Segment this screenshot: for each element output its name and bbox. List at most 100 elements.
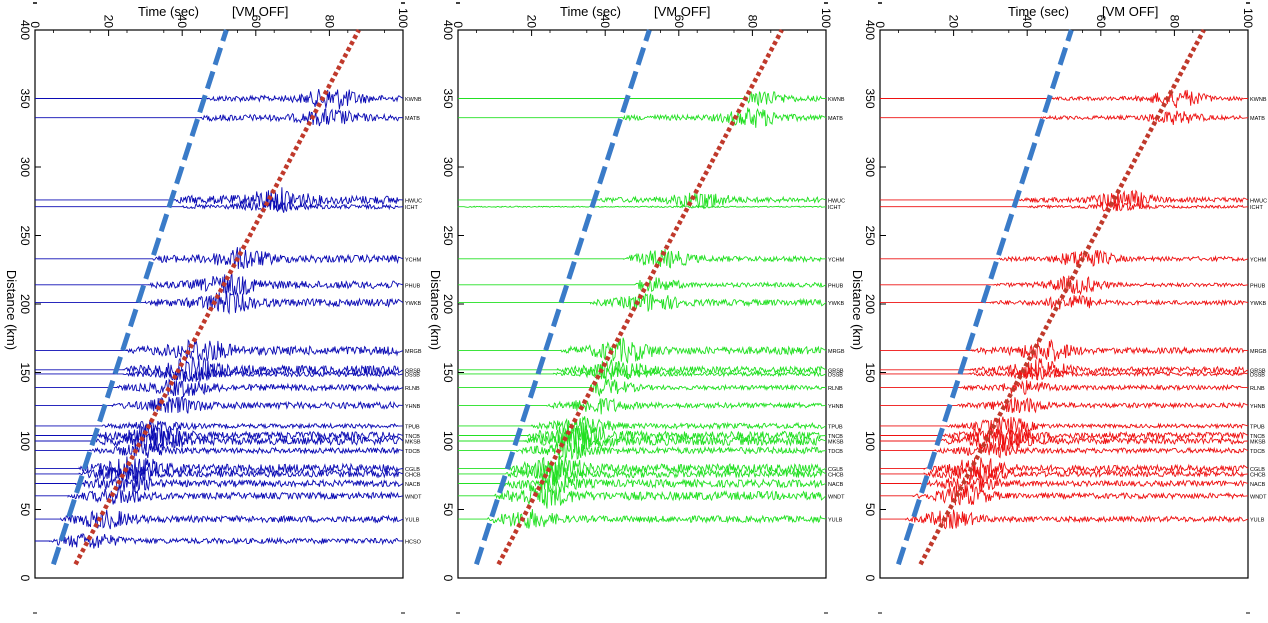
x-tick-label: 100 xyxy=(819,8,833,28)
station-label: PHUB xyxy=(828,283,844,289)
station-label: DSSB xyxy=(405,372,420,378)
seismogram-trace xyxy=(457,204,827,209)
panel-middle: Time (sec) [VM OFF] Distance (km) 0 20 40 6… xyxy=(428,2,845,614)
y-tick-label: 250 xyxy=(863,225,877,245)
vm-status-label: [VM OFF] xyxy=(1102,4,1158,19)
seismogram-trace xyxy=(458,107,827,128)
seismogram-trace xyxy=(880,509,1249,530)
x-tick-label: 80 xyxy=(322,15,336,29)
seismogram-trace xyxy=(458,471,827,496)
seismogram-trace xyxy=(458,277,827,293)
station-label: TPUB xyxy=(828,424,843,430)
station-label: YCHM xyxy=(405,257,422,263)
station-label: KWNB xyxy=(1250,97,1267,103)
seismogram-trace xyxy=(35,532,404,549)
seismogram-trace xyxy=(35,378,404,398)
station-label: YULB xyxy=(405,518,420,524)
first-arrival-dashed-line xyxy=(474,29,652,566)
seismogram-trace xyxy=(458,427,827,455)
x-tick-label: 40 xyxy=(175,15,189,29)
seismogram-trace xyxy=(35,89,404,110)
station-label: CHCB xyxy=(1250,472,1266,478)
y-tick-label: 250 xyxy=(441,225,455,245)
y-tick-label: 0 xyxy=(441,575,455,582)
station-label: CHCB xyxy=(828,472,844,478)
seismogram-trace xyxy=(880,465,1249,485)
station-label: TNCB xyxy=(1250,434,1265,440)
station-label: PHUB xyxy=(405,283,421,289)
station-label: WNDT xyxy=(1250,494,1267,500)
station-label: YCHM xyxy=(828,257,845,263)
seismogram-trace xyxy=(458,337,827,364)
seismogram-trace xyxy=(880,485,1249,506)
vm-status-label: [VM OFF] xyxy=(232,4,288,19)
station-label: YULB xyxy=(828,518,843,524)
seismogram-trace xyxy=(35,199,404,213)
y-tick-label: 100 xyxy=(18,431,32,451)
y-tick-label: 100 xyxy=(441,431,455,451)
panel-right: Time (sec) [VM OFF] Distance (km) 0 20 40 6… xyxy=(850,2,1267,614)
y-tick-label: 400 xyxy=(18,20,32,40)
y-tick-label: 150 xyxy=(863,362,877,382)
seismogram-trace xyxy=(35,395,404,414)
seismogram-trace xyxy=(35,430,404,453)
y-tick-label: 350 xyxy=(18,88,32,108)
station-label: TNCB xyxy=(828,434,843,440)
x-tick-label: 20 xyxy=(525,15,539,29)
seismogram-trace xyxy=(880,426,1249,448)
seismogram-trace xyxy=(880,366,1249,381)
first-arrival-dashed-line xyxy=(51,29,229,566)
second-arrival-dotted-line xyxy=(918,28,1206,566)
x-tick-label: 60 xyxy=(1094,15,1108,29)
station-label: DSSB xyxy=(1250,372,1265,378)
seismogram-trace xyxy=(458,365,827,381)
station-label: DSSB xyxy=(828,372,843,378)
seismogram-trace xyxy=(35,420,404,433)
time-axis-title: Time (sec) xyxy=(138,4,199,19)
station-label: MRGB xyxy=(1250,349,1267,355)
seismogram-trace xyxy=(880,189,1249,212)
station-label: ICHT xyxy=(1250,205,1263,211)
station-label: MATB xyxy=(828,116,843,122)
seismogram-trace xyxy=(35,509,404,530)
station-label: YHNB xyxy=(828,404,844,410)
seismogram-trace xyxy=(35,338,404,362)
seismogram-trace xyxy=(35,247,404,270)
station-label: CGLB xyxy=(1250,467,1265,473)
distance-axis-title: Distance (km) xyxy=(850,270,865,350)
station-label: HWUC xyxy=(1250,198,1267,204)
x-tick-label: 40 xyxy=(598,15,612,29)
station-label: MKSB xyxy=(405,440,421,446)
station-label: NACB xyxy=(1250,482,1266,488)
seismogram-trace xyxy=(458,249,827,269)
station-label: ICHT xyxy=(828,205,841,211)
y-tick-label: 0 xyxy=(18,575,32,582)
seismogram-trace xyxy=(35,187,404,213)
y-tick-label: 200 xyxy=(863,294,877,314)
seismogram-trace xyxy=(35,464,404,483)
seismogram-trace xyxy=(35,107,404,127)
seismogram-trace xyxy=(35,366,404,383)
y-tick-label: 50 xyxy=(18,503,32,517)
station-label: PHUB xyxy=(1250,283,1266,289)
station-label: TNCB xyxy=(405,434,420,440)
seismogram-trace xyxy=(880,428,1249,451)
x-tick-label: 20 xyxy=(947,15,961,29)
x-tick-label: 100 xyxy=(1241,8,1255,28)
seismogram-trace xyxy=(880,338,1249,362)
station-label: GRSB xyxy=(828,368,844,374)
seismogram-trace xyxy=(458,397,827,415)
station-label: HCSO xyxy=(405,540,422,546)
station-label: MRGB xyxy=(828,349,845,355)
y-tick-label: 200 xyxy=(441,294,455,314)
second-arrival-dotted-line xyxy=(73,28,361,566)
seismogram-trace xyxy=(35,273,404,297)
y-tick-label: 0 xyxy=(863,575,877,582)
y-tick-label: 100 xyxy=(863,431,877,451)
station-label: YWKB xyxy=(828,301,845,307)
panel-left: Time (sec) [VM OFF] Distance (km) 0 20 40 6… xyxy=(4,2,422,614)
time-axis-title: Time (sec) xyxy=(560,4,621,19)
seismogram-trace xyxy=(458,482,827,509)
y-tick-label: 300 xyxy=(18,157,32,177)
